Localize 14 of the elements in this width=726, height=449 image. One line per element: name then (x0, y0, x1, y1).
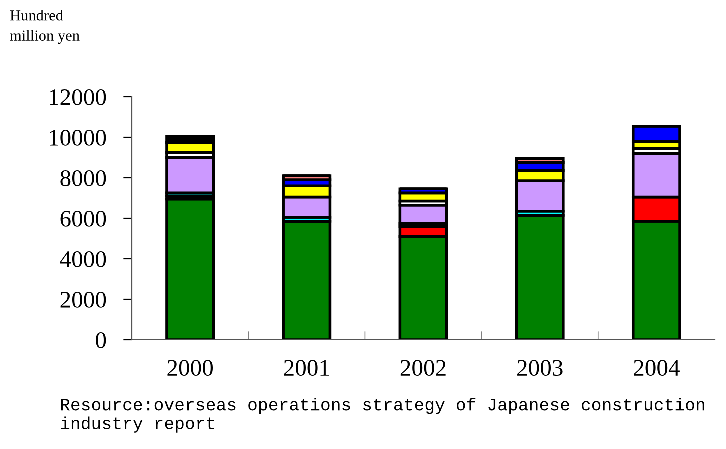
y-tick-label: 10000 (50, 130, 106, 146)
x-tick-label: 2002 (400, 360, 446, 376)
y-axis-title: Hundred million yen (10, 10, 80, 44)
y-tick-label: 8000 (60, 170, 106, 186)
y-tick-label: 4000 (60, 251, 106, 268)
x-tick-label: 2004 (634, 360, 680, 376)
x-tick-label: 2000 (168, 360, 214, 376)
x-tick-label: 2001 (284, 360, 330, 376)
y-tick-label: 12000 (50, 89, 106, 106)
y-tick-label: 6000 (60, 210, 106, 227)
y-tick-label: 0 (96, 332, 106, 348)
text: Resource:overseas operations strategy of Japanese construction industry report (61, 398, 704, 433)
y-tick-label: 2000 (60, 292, 106, 308)
x-tick-label: 2003 (518, 360, 563, 376)
